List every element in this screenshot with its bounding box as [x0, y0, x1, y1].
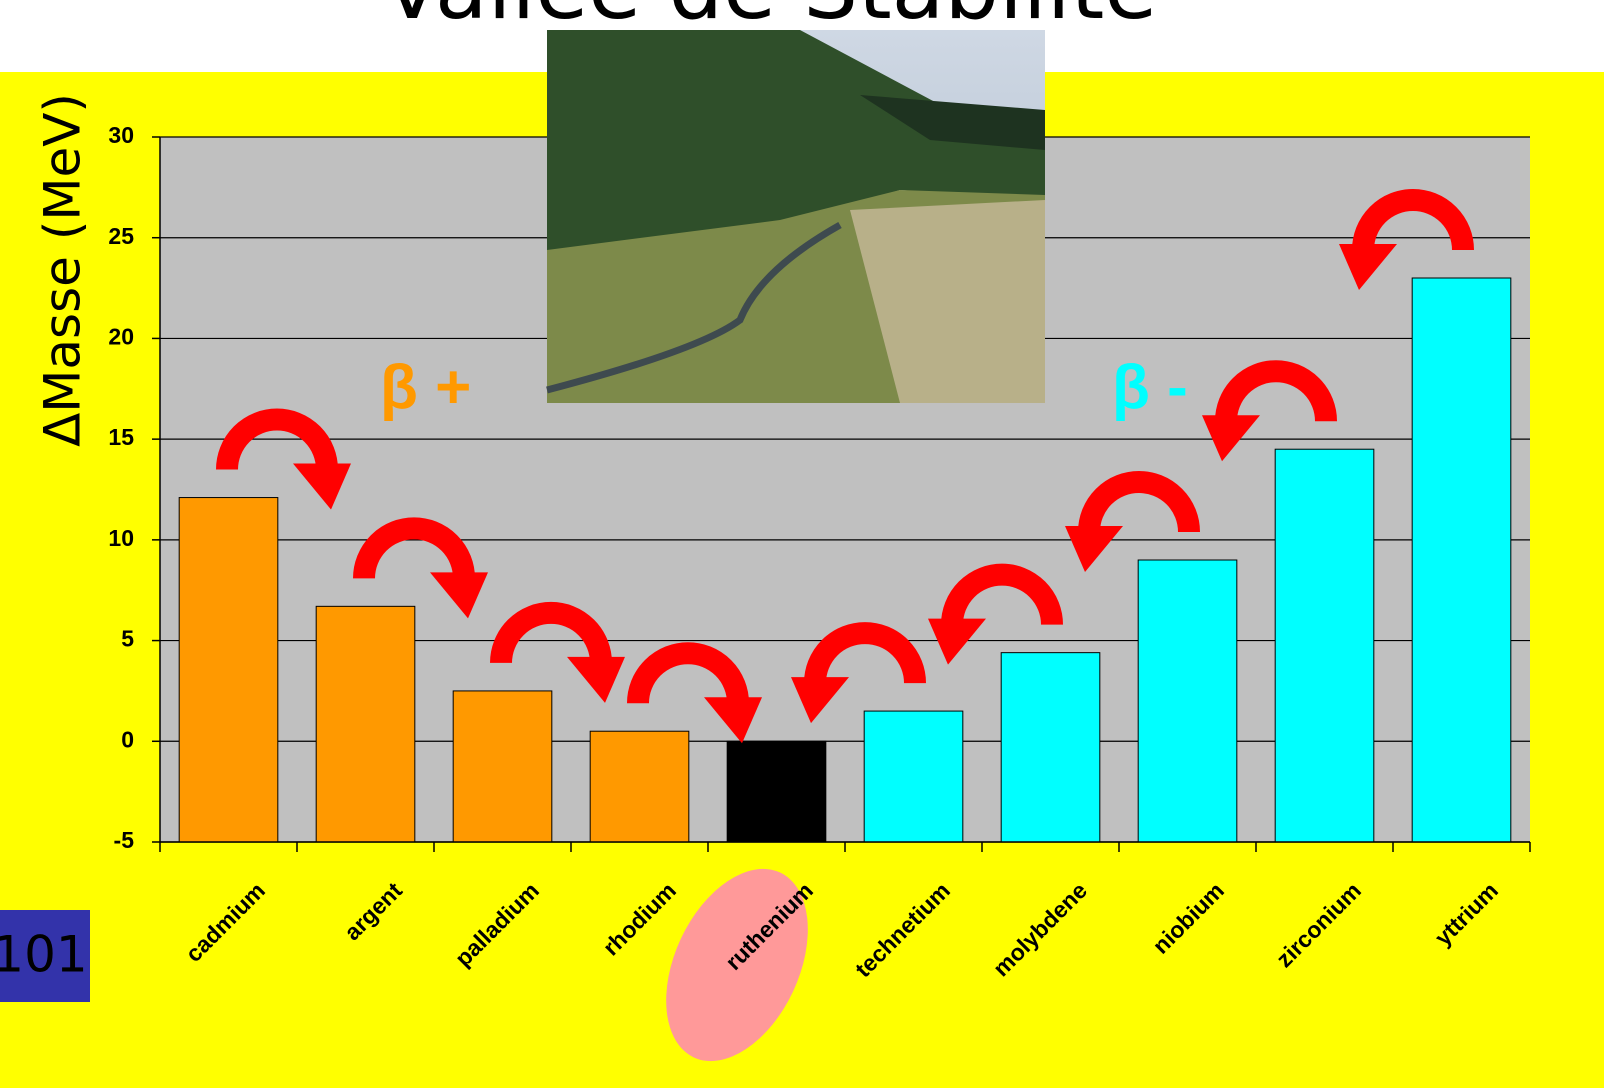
- decay-arrow: [353, 517, 475, 579]
- decay-arrow-head: [928, 618, 986, 665]
- y-tick-label: 0: [121, 726, 134, 752]
- y-tick-label: -5: [114, 827, 135, 853]
- bar: [1000, 652, 1101, 843]
- y-tick-label: 15: [108, 424, 134, 450]
- decay-arrow: [804, 622, 926, 684]
- decay-arrow: [490, 602, 612, 664]
- bar: [863, 710, 964, 843]
- decay-arrow-head: [791, 677, 849, 724]
- decay-arrow: [1352, 189, 1474, 251]
- decay-arrow-head: [430, 572, 488, 619]
- y-tick-label: 10: [108, 525, 134, 551]
- y-tick-label: 5: [121, 626, 134, 652]
- photo-stream: [546, 221, 842, 394]
- bar: [589, 730, 690, 843]
- y-tick-label: 20: [108, 324, 134, 350]
- photo-grass: [850, 200, 1045, 403]
- decay-arrow: [1215, 360, 1337, 422]
- slide-number-box: [0, 910, 90, 1002]
- decay-arrow: [627, 642, 749, 704]
- decay-arrow-head: [1339, 244, 1397, 290]
- bar: [1411, 277, 1512, 843]
- bar: [1274, 448, 1375, 843]
- bar: [452, 690, 553, 843]
- decay-arrow-head: [293, 463, 351, 510]
- decay-label: β +: [380, 353, 471, 422]
- decay-arrow-head: [1065, 526, 1123, 572]
- y-tick-label: 30: [108, 122, 134, 148]
- decay-arrow-head: [1202, 415, 1260, 462]
- decay-arrow: [216, 408, 338, 471]
- decay-arrow: [941, 563, 1063, 626]
- slide-number: 101: [0, 926, 88, 984]
- bar: [1137, 559, 1238, 843]
- y-tick-label: 25: [108, 223, 134, 249]
- photo-forest: [547, 30, 1045, 260]
- y-axis-label: ΔMasse (MeV): [34, 93, 92, 447]
- highlight-ellipse: [666, 868, 808, 1062]
- photo-hill: [860, 95, 1045, 150]
- decay-arrow: [1078, 471, 1200, 533]
- photo: [546, 30, 1045, 403]
- bar: [178, 497, 279, 843]
- bar: [726, 740, 827, 843]
- decay-label: β -: [1112, 353, 1188, 422]
- bar: [315, 605, 416, 843]
- decay-arrow-head: [704, 697, 762, 744]
- decay-arrow-head: [567, 656, 625, 703]
